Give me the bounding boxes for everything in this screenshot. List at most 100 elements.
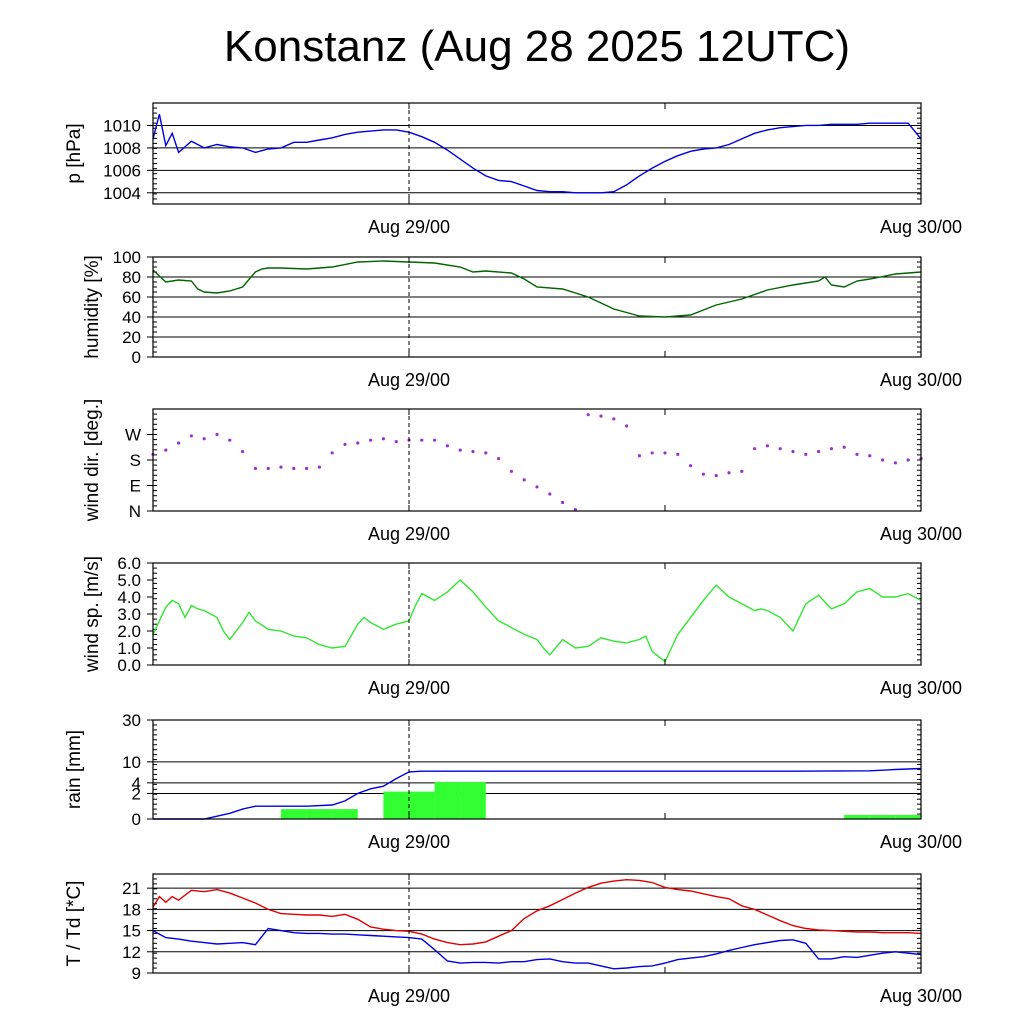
y-tick-label: 40	[122, 308, 141, 327]
wind-direction-point	[701, 472, 706, 476]
y-tick-label: 1008	[103, 139, 141, 158]
y-tick-label: 1004	[103, 184, 141, 203]
wind-direction-point	[829, 447, 834, 451]
wind-direction-point	[356, 441, 360, 445]
wind-direction-point	[381, 437, 385, 441]
wind-direction-point	[433, 438, 437, 442]
y-tick-label: 100	[113, 248, 141, 267]
panel-temperature: 9 12 15 18 21 T / Td [*C] Aug 29/00 Aug 30/00	[64, 873, 962, 1006]
wind-direction-point	[893, 461, 898, 465]
y-tick-label: W	[125, 426, 141, 445]
series-line-temperature-t	[152, 878, 922, 946]
y-tick-label: 20	[122, 328, 141, 347]
wind-direction-point	[394, 439, 398, 444]
rain-bar	[383, 791, 409, 819]
wind-direction-point	[497, 456, 501, 461]
wind-direction-point	[868, 454, 872, 458]
wind-direction-point	[484, 451, 488, 455]
x-tick-label: Aug 29/00	[368, 832, 450, 852]
wind-direction-point	[676, 452, 680, 456]
x-tick-label: Aug 30/00	[880, 217, 962, 237]
y-tick-label: E	[130, 477, 141, 496]
y-tick-label: 1.0	[117, 639, 141, 658]
panel-wind_speed: 0.01.02.03.04.05.06.0 wind sp. [m/s] Aug 2…	[82, 554, 962, 698]
wind-direction-point	[561, 500, 565, 505]
wind-direction-point	[369, 438, 373, 442]
wind-direction-point	[599, 414, 603, 418]
wind-direction-point	[548, 492, 552, 496]
wind-direction-point	[625, 424, 629, 428]
wind-direction-point	[445, 444, 449, 448]
rain-bar	[460, 781, 486, 819]
rain-bar	[434, 781, 461, 819]
rain-bar	[409, 791, 435, 819]
wind-direction-point	[253, 466, 257, 471]
y-tick-label: 0.0	[117, 656, 141, 675]
series-line-pressure	[152, 114, 922, 194]
series-line-humidity	[152, 260, 922, 318]
wind-direction-point	[164, 448, 168, 452]
wind-direction-point	[817, 449, 821, 454]
y-axis-label: wind dir. [deg.]	[82, 399, 103, 523]
wind-direction-point	[228, 438, 232, 442]
wind-direction-point	[714, 473, 718, 478]
wind-direction-point	[612, 417, 616, 421]
x-tick-label: Aug 29/00	[368, 524, 450, 544]
y-tick-label: 12	[122, 943, 141, 962]
wind-direction-point	[663, 451, 667, 455]
rain-bar	[281, 809, 307, 819]
wind-direction-point	[215, 432, 219, 437]
wind-direction-point	[458, 448, 462, 452]
y-tick-label: 80	[122, 268, 141, 287]
x-tick-label: Aug 29/00	[368, 217, 450, 237]
wind-direction-point	[753, 447, 757, 451]
y-tick-label: 6.0	[117, 554, 141, 573]
plot-frame	[152, 102, 922, 205]
wind-direction-point	[266, 466, 270, 471]
series-line-wind_speed	[152, 579, 922, 663]
y-tick-label: N	[129, 502, 141, 521]
wind-direction-point	[842, 445, 846, 449]
wind-direction-point	[650, 451, 654, 455]
wind-direction-point	[189, 434, 193, 438]
y-tick-label: 5.0	[117, 571, 141, 590]
y-axis-label: rain [mm]	[64, 730, 85, 809]
rain-bar	[869, 814, 896, 819]
y-tick-label: 1006	[103, 161, 141, 180]
wind-direction-point	[471, 449, 475, 454]
y-tick-label: 21	[122, 879, 141, 898]
wind-direction-point	[317, 465, 321, 469]
rain-bar	[332, 809, 358, 819]
rain-bar	[306, 809, 333, 819]
x-tick-label: Aug 30/00	[880, 370, 962, 390]
wind-direction-point	[305, 466, 309, 471]
y-tick-label: 3.0	[117, 605, 141, 624]
wind-direction-point	[804, 452, 808, 456]
wind-direction-point	[586, 413, 590, 417]
wind-direction-point	[202, 437, 206, 441]
x-tick-label: Aug 30/00	[880, 678, 962, 698]
wind-direction-point	[279, 465, 283, 469]
y-axis-label: p [hPa]	[64, 123, 85, 183]
x-tick-label: Aug 29/00	[368, 370, 450, 390]
wind-direction-point	[689, 464, 693, 468]
y-tick-label: 0	[132, 810, 141, 829]
series-line-rain-accumulated	[153, 767, 922, 820]
y-tick-label: 4.0	[117, 588, 141, 607]
x-tick-label: Aug 30/00	[880, 986, 962, 1006]
wind-direction-point	[855, 452, 859, 456]
x-tick-label: Aug 30/00	[880, 524, 962, 544]
y-axis-label: T / Td [*C]	[64, 881, 85, 967]
wind-direction-point	[343, 442, 347, 447]
wind-direction-point	[330, 451, 334, 455]
plot-frame	[152, 408, 922, 512]
wind-direction-point	[906, 458, 910, 462]
wind-direction-point	[791, 449, 795, 454]
wind-direction-point	[420, 438, 424, 442]
wind-direction-point	[573, 507, 578, 512]
rain-bar	[844, 814, 870, 819]
wind-direction-point	[765, 444, 770, 448]
